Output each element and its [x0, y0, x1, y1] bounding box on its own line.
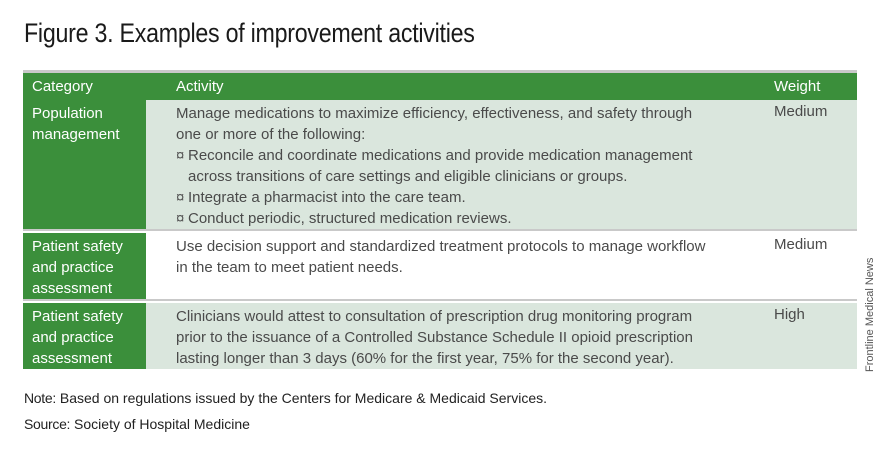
- header-category: Category: [32, 78, 93, 95]
- category-cell: Patient safety and practice assessment: [23, 233, 146, 299]
- activity-cell: Clinicians would attest to consultation …: [176, 308, 693, 367]
- figure-title: Figure 3. Examples of improvement activi…: [24, 18, 475, 48]
- category-cell: Patient safety and practice assessment: [23, 303, 146, 369]
- activity-cell: Use decision support and standardized tr…: [176, 238, 706, 276]
- header-weight: Weight: [774, 78, 821, 95]
- note-label: Note:: [24, 390, 56, 406]
- category-cell: Population management: [23, 100, 146, 229]
- bullet-item: ¤ Conduct periodic, structured medication…: [176, 210, 512, 227]
- weight-cell: Medium: [774, 103, 828, 120]
- weight-cell: High: [774, 306, 805, 323]
- source-text: Source: Society of Hospital Medicine: [24, 416, 250, 432]
- table-row: Population management Manage medications…: [23, 100, 857, 231]
- table-row: Patient safety and practice assessment C…: [23, 303, 857, 369]
- header-activity: Activity: [176, 78, 224, 95]
- weight-cell: Medium: [774, 236, 828, 253]
- source-label: Source:: [24, 416, 71, 432]
- table-row: Patient safety and practice assessment U…: [23, 233, 857, 301]
- activities-table: Category Activity Weight Population mana…: [23, 70, 857, 369]
- activity-cell: Manage medications to maximize efficienc…: [176, 103, 766, 229]
- table-header: Category Activity Weight: [23, 73, 857, 100]
- bullet-item: ¤ Reconcile and coordinate medications an…: [176, 147, 693, 164]
- note-text: Note: Based on regulations issued by the…: [24, 390, 547, 406]
- bullet-item: ¤ Integrate a pharmacist into the care te…: [176, 189, 466, 206]
- credit-text: Frontline Medical News: [864, 257, 876, 372]
